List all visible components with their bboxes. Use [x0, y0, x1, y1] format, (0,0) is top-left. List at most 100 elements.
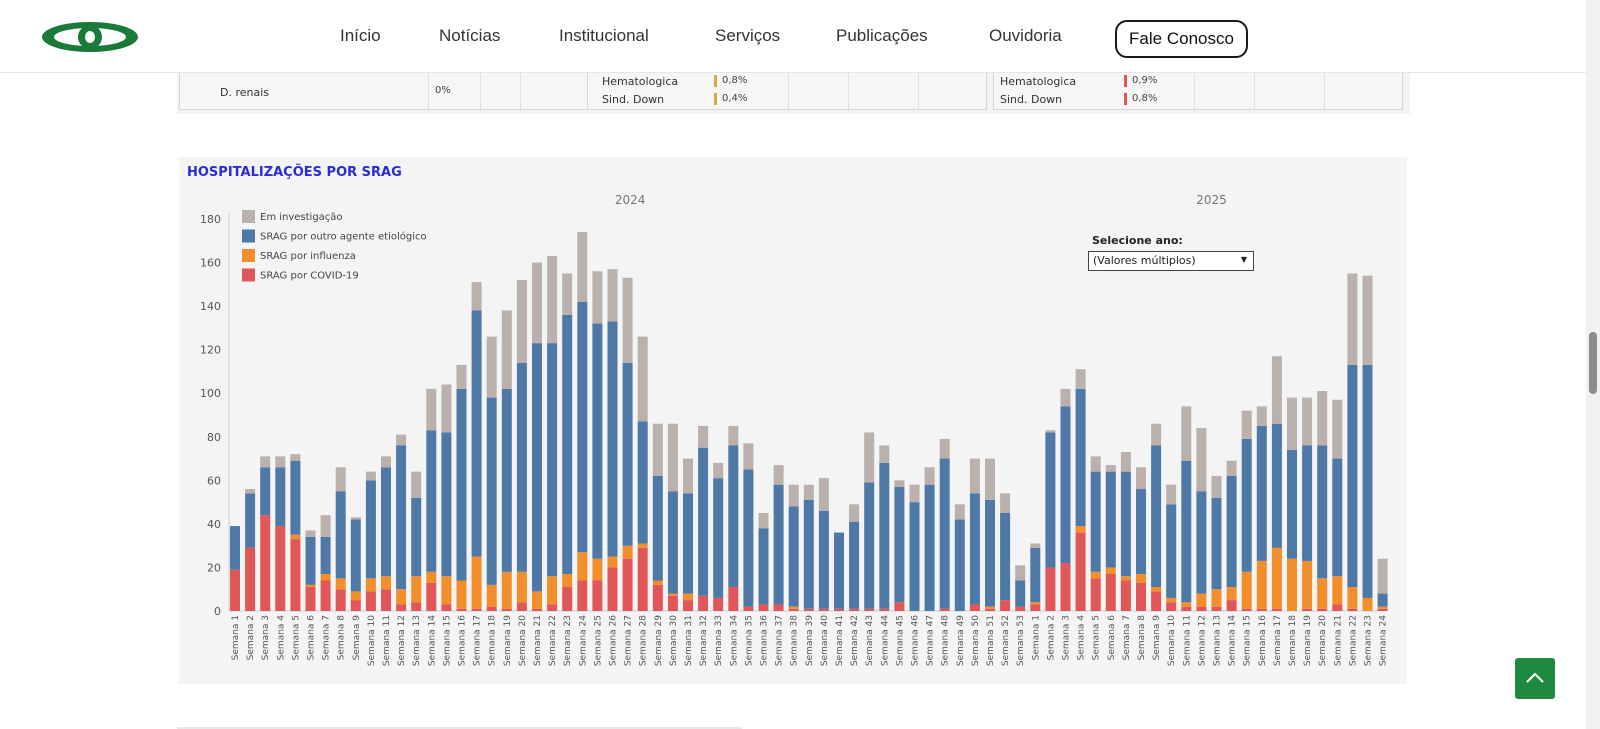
bar-segment-covid: [305, 587, 316, 611]
bar-segment-influenza: [1332, 576, 1343, 605]
bar-segment-influenza: [486, 584, 497, 607]
page-scrollbar[interactable]: [1586, 0, 1600, 729]
row-label: Hematologica: [602, 75, 679, 88]
row-value: 0,8%: [1132, 93, 1158, 104]
bar-segment-outro: [667, 491, 678, 594]
bar-segment-outro: [1347, 364, 1358, 588]
x-tick-label: Semana 12: [397, 615, 407, 666]
bar-segment-covid: [849, 608, 860, 611]
scrollbar-thumb[interactable]: [1589, 332, 1597, 394]
nav-noticias[interactable]: Notícias: [439, 26, 501, 45]
bar-segment-influenza: [1317, 578, 1328, 609]
bar-segment-covid: [1377, 608, 1388, 611]
bar-segment-influenza: [607, 556, 618, 568]
x-tick-label: Semana 7: [1122, 615, 1132, 660]
x-tick-label: Semana 31: [684, 615, 694, 666]
chevron-up-icon: [1526, 672, 1544, 683]
bar-segment-covid: [562, 587, 573, 611]
bar-segment-investigacao: [773, 465, 784, 485]
bar-segment-outro: [1136, 489, 1146, 574]
value-bar: [714, 75, 717, 87]
bar-segment-investigacao: [350, 517, 361, 520]
bar-segment-influenza: [1075, 526, 1086, 533]
x-tick-label: Semana 4: [1077, 615, 1087, 661]
bar-segment-outro: [547, 343, 558, 577]
bar-segment-outro: [1256, 425, 1267, 561]
bar-segment-outro: [698, 447, 709, 596]
x-tick-label: Semana 14: [1228, 615, 1238, 666]
bar-segment-investigacao: [667, 423, 678, 492]
nav-servicos[interactable]: Serviços: [715, 26, 781, 45]
bar-segment-influenza: [1287, 558, 1297, 611]
bar-segment-investigacao: [1030, 543, 1041, 548]
bar-segment-outro: [743, 469, 754, 607]
bar-segment-covid: [1136, 582, 1146, 611]
x-tick-label: Semana 1: [1031, 615, 1041, 660]
bar-segment-investigacao: [924, 467, 935, 485]
x-tick-label: Semana 12: [1197, 615, 1207, 666]
bar-segment-covid: [728, 587, 739, 611]
x-tick-label: Semana 51: [986, 615, 996, 666]
x-tick-label: Semana 6: [307, 615, 317, 661]
bar-segment-influenza: [1181, 602, 1192, 607]
bar-segment-covid: [532, 608, 542, 611]
year-select[interactable]: (Valores múltiplos) ▼: [1088, 251, 1254, 271]
x-tick-label: Semana 24: [578, 615, 588, 666]
bar-segment-outro: [562, 314, 573, 574]
bar-segment-outro: [652, 475, 663, 581]
bar-segment-investigacao: [381, 456, 391, 468]
bar-segment-investigacao: [1015, 565, 1026, 581]
bar-segment-investigacao: [1211, 475, 1222, 498]
bar-segment-covid: [818, 608, 829, 611]
bar-segment-outro: [1000, 513, 1011, 601]
bar-segment-outro: [954, 519, 965, 611]
bar-segment-outro: [894, 486, 905, 603]
bar-segment-outro: [1287, 449, 1297, 559]
contact-button[interactable]: Fale Conosco: [1115, 20, 1248, 58]
bar-segment-investigacao: [607, 269, 618, 322]
logo-icon[interactable]: [40, 18, 140, 56]
x-tick-label: Semana 8: [1137, 615, 1147, 661]
bar-segment-influenza: [652, 580, 663, 585]
legend-label: SRAG por COVID-19: [260, 271, 359, 282]
nav-publicacoes[interactable]: Publicações: [836, 26, 928, 45]
bar-segment-outro: [1166, 504, 1177, 598]
bar-segment-outro: [1090, 471, 1101, 572]
bar-segment-outro: [924, 484, 935, 611]
bar-segment-covid: [547, 604, 558, 611]
bar-segment-covid: [894, 602, 905, 611]
bar-segment-investigacao: [985, 458, 995, 500]
bar-segment-influenza: [1136, 573, 1146, 583]
bar-segment-investigacao: [592, 271, 603, 324]
x-tick-label: Semana 10: [367, 615, 377, 666]
bar-segment-outro: [350, 519, 361, 592]
bar-segment-covid: [411, 602, 422, 611]
x-tick-label: Semana 8: [337, 615, 347, 661]
bar-segment-covid: [365, 591, 376, 611]
bar-segment-influenza: [532, 591, 542, 609]
nav-institucional[interactable]: Institucional: [559, 26, 649, 45]
x-tick-label: Semana 53: [1016, 615, 1026, 666]
bar-segment-outro: [335, 491, 346, 579]
bar-segment-influenza: [1030, 602, 1041, 605]
x-tick-label: Semana 35: [744, 615, 754, 666]
back-to-top-button[interactable]: [1515, 658, 1555, 699]
x-tick-label: Semana 18: [1288, 615, 1298, 666]
bar-segment-outro: [1317, 445, 1328, 579]
bar-segment-outro: [1075, 388, 1086, 527]
bar-segment-covid: [471, 608, 482, 611]
bar-segment-outro: [773, 484, 784, 605]
bar-segment-covid: [667, 595, 678, 611]
bar-segment-outro: [1030, 547, 1041, 603]
nav-ouvidoria[interactable]: Ouvidoria: [989, 26, 1062, 45]
x-tick-label: Semana 36: [760, 615, 770, 666]
bar-segment-influenza: [320, 573, 331, 581]
bar-segment-influenza: [1166, 597, 1177, 603]
nav-inicio[interactable]: Início: [340, 26, 381, 45]
bar-segment-outro: [456, 388, 467, 581]
bar-segment-investigacao: [501, 310, 512, 389]
y-tick-label: 160: [200, 257, 221, 270]
y-tick-label: 140: [200, 300, 221, 313]
bar-segment-outro: [260, 467, 271, 516]
row-label: Sind. Down: [602, 93, 665, 106]
